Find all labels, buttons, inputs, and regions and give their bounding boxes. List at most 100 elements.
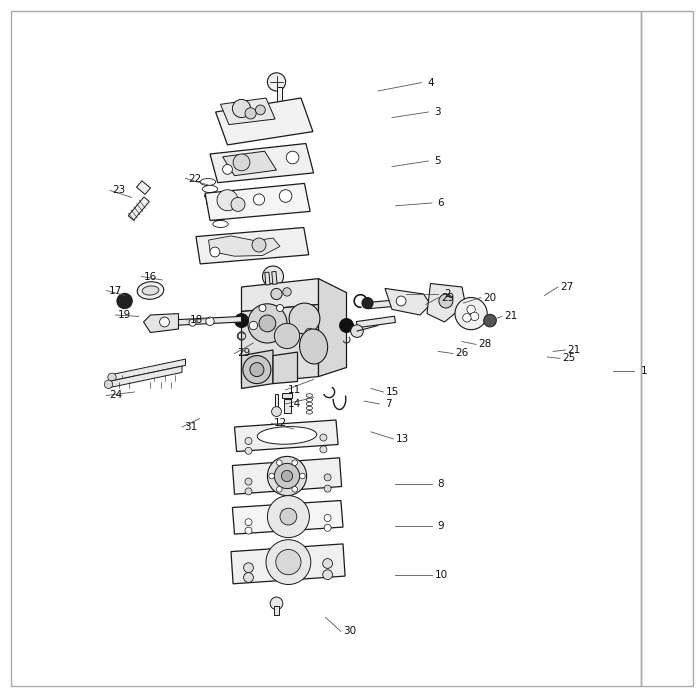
- Text: 1: 1: [640, 366, 648, 376]
- Ellipse shape: [142, 286, 159, 295]
- Circle shape: [267, 456, 307, 496]
- Polygon shape: [196, 228, 309, 264]
- Circle shape: [274, 463, 300, 489]
- Bar: [128, 197, 149, 220]
- Text: 15: 15: [386, 387, 398, 397]
- Circle shape: [340, 318, 354, 332]
- Polygon shape: [231, 544, 345, 584]
- Circle shape: [463, 314, 471, 322]
- Circle shape: [484, 314, 496, 327]
- Circle shape: [281, 470, 293, 482]
- Circle shape: [351, 325, 363, 337]
- Circle shape: [362, 298, 373, 309]
- Circle shape: [245, 488, 252, 495]
- Text: 24: 24: [109, 391, 122, 400]
- Circle shape: [223, 164, 232, 174]
- Circle shape: [276, 550, 301, 575]
- Polygon shape: [209, 236, 280, 256]
- Text: 21: 21: [505, 312, 517, 321]
- Circle shape: [256, 105, 265, 115]
- Text: 26: 26: [456, 349, 468, 358]
- Circle shape: [396, 296, 406, 306]
- Circle shape: [245, 478, 252, 485]
- Text: 16: 16: [144, 272, 157, 281]
- Bar: [640, 10, 693, 686]
- Text: 4: 4: [427, 78, 434, 88]
- Circle shape: [160, 317, 169, 327]
- Bar: [356, 316, 396, 328]
- Circle shape: [289, 303, 320, 334]
- Text: 20: 20: [484, 293, 496, 302]
- Circle shape: [206, 317, 214, 326]
- Circle shape: [276, 304, 284, 312]
- Circle shape: [245, 519, 252, 526]
- Circle shape: [244, 573, 253, 582]
- Circle shape: [253, 194, 265, 205]
- Ellipse shape: [137, 281, 164, 300]
- Circle shape: [292, 486, 298, 492]
- Circle shape: [232, 99, 251, 118]
- Polygon shape: [241, 279, 318, 312]
- Polygon shape: [385, 288, 430, 315]
- Circle shape: [283, 288, 291, 296]
- Circle shape: [324, 524, 331, 531]
- Polygon shape: [223, 151, 276, 176]
- Circle shape: [271, 288, 282, 300]
- Circle shape: [104, 380, 113, 389]
- Text: 22: 22: [188, 174, 201, 183]
- Bar: [282, 393, 292, 398]
- Polygon shape: [172, 316, 242, 326]
- Circle shape: [286, 151, 299, 164]
- Text: 18: 18: [190, 315, 202, 325]
- Circle shape: [259, 315, 276, 332]
- Circle shape: [244, 563, 253, 573]
- Circle shape: [439, 294, 453, 308]
- Circle shape: [320, 434, 327, 441]
- Text: 31: 31: [185, 422, 197, 432]
- Text: 29: 29: [237, 349, 250, 358]
- Text: 10: 10: [435, 570, 447, 580]
- Circle shape: [108, 373, 116, 382]
- Circle shape: [249, 321, 258, 330]
- Text: 27: 27: [561, 282, 573, 292]
- Polygon shape: [220, 98, 275, 125]
- Bar: [265, 272, 270, 285]
- Text: 28: 28: [479, 340, 491, 349]
- Circle shape: [276, 486, 282, 492]
- Circle shape: [248, 304, 287, 343]
- Text: 12: 12: [274, 419, 286, 428]
- Circle shape: [455, 298, 487, 330]
- Circle shape: [245, 447, 252, 454]
- Polygon shape: [112, 359, 186, 381]
- Circle shape: [324, 474, 331, 481]
- Circle shape: [245, 108, 256, 119]
- Polygon shape: [205, 183, 310, 220]
- Circle shape: [320, 446, 327, 453]
- Circle shape: [470, 312, 479, 321]
- Circle shape: [234, 314, 248, 328]
- Text: 8: 8: [438, 480, 444, 489]
- Text: 21: 21: [568, 345, 580, 355]
- Text: 25: 25: [562, 354, 575, 363]
- Circle shape: [279, 190, 292, 202]
- Circle shape: [250, 363, 264, 377]
- Text: 7: 7: [385, 399, 392, 409]
- Circle shape: [217, 190, 238, 211]
- Bar: [272, 272, 277, 284]
- Circle shape: [276, 460, 282, 466]
- Circle shape: [274, 323, 300, 349]
- Text: 30: 30: [344, 626, 356, 636]
- Polygon shape: [241, 304, 318, 384]
- Circle shape: [323, 570, 332, 580]
- Polygon shape: [234, 420, 338, 452]
- Circle shape: [280, 508, 297, 525]
- Polygon shape: [273, 352, 298, 384]
- Circle shape: [259, 304, 266, 312]
- Polygon shape: [210, 144, 314, 183]
- Circle shape: [267, 496, 309, 538]
- Polygon shape: [232, 500, 343, 534]
- Circle shape: [272, 407, 281, 416]
- Text: 6: 6: [438, 198, 444, 208]
- Polygon shape: [318, 279, 346, 377]
- Circle shape: [245, 527, 252, 534]
